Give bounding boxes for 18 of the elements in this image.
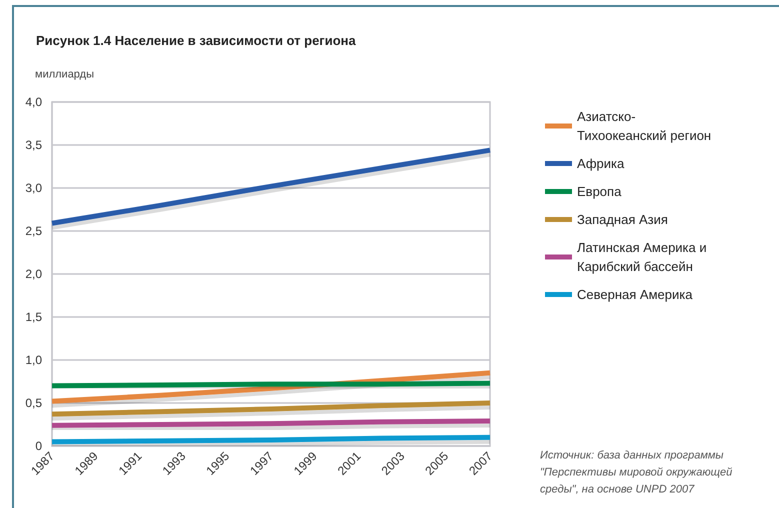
y-axis-title: миллиарды [35, 68, 94, 80]
y-tick-label: 3,5 [25, 138, 42, 152]
legend-label: Западная Азия [577, 212, 668, 227]
y-tick-label: 4,0 [25, 95, 42, 109]
text: Источник: база данных программы "Перспективы мировой окружающей среды", на основе UNPD 2007 [540, 450, 732, 496]
legend-label: Азиатско-Тихоокеанский регион [577, 109, 712, 143]
legend-label: Северная Америка [577, 287, 694, 302]
y-tick-label: 1,0 [25, 353, 42, 367]
chart-title: Рисунок 1.4 Население в зависимости от региона [36, 33, 357, 48]
y-tick-label: 2,0 [25, 267, 42, 281]
y-tick-label: 3,0 [25, 181, 42, 195]
y-tick-label: 1,5 [25, 310, 42, 324]
legend-label: Европа [577, 184, 622, 199]
y-tick-label: 2,5 [25, 224, 42, 238]
y-tick-label: 0,5 [25, 396, 42, 410]
y-tick-label: 0 [35, 439, 42, 453]
legend-label: Африка [577, 156, 625, 171]
legend-label: Латинская Америка и Карибский бассейн [577, 240, 707, 274]
